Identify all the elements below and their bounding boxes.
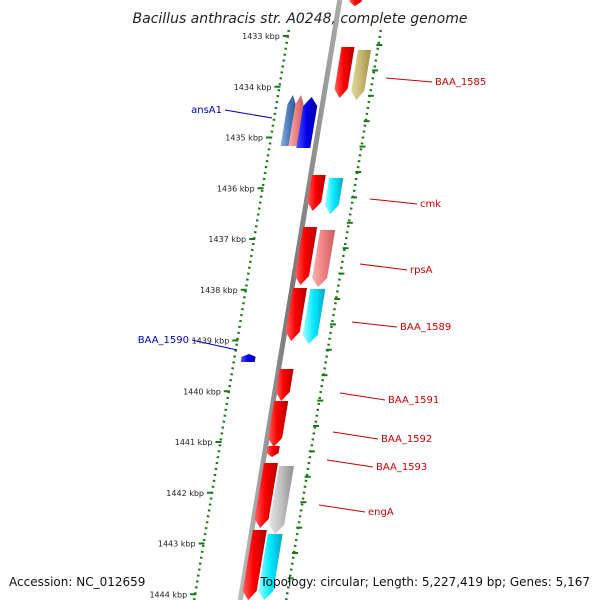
label-leader-line	[332, 431, 379, 440]
feature-arrow	[258, 534, 283, 600]
feature-arrow	[280, 95, 296, 146]
feature-label: BAA_1590	[138, 335, 189, 346]
feature-label: BAA_1593	[376, 462, 427, 473]
feature-label: BAA_1591	[388, 395, 439, 406]
feature-label: BAA_1592	[381, 434, 432, 445]
feature-arrow	[288, 95, 304, 146]
ruler-tick-label: 1434 kbp	[234, 83, 272, 92]
ruler: 1433 kbp 1434 kbp 1435 kbp 1436 kbp 1437 kbp…	[149, 29, 291, 600]
accession-text: Accession: NC_012659	[9, 575, 145, 589]
outer-guide-line	[284, 29, 383, 600]
label-leader-line	[224, 109, 273, 119]
feature-arrow	[240, 354, 256, 362]
ruler-tick-label: 1442 kbp	[166, 489, 204, 498]
feature-arrow	[268, 401, 289, 447]
feature-arrow	[307, 175, 326, 211]
feature-arrow-fragment	[349, 0, 362, 6]
feature-arrow	[254, 463, 278, 528]
feature-arrow	[351, 50, 372, 100]
label-leader-line	[351, 321, 398, 328]
feature-arrow	[294, 227, 318, 285]
ruler-tick-label: 1436 kbp	[217, 184, 255, 193]
label-leader-line	[359, 263, 408, 271]
genome-backbone	[237, 0, 343, 600]
label-leader-line	[318, 504, 366, 513]
ruler-tick-label: 1444 kbp	[149, 590, 187, 599]
ruler-tick-label: 1443 kbp	[158, 540, 196, 549]
feature-arrow	[312, 230, 336, 287]
label-leaders	[191, 77, 433, 513]
feature-track	[240, 0, 372, 600]
label-leader-line	[385, 77, 433, 83]
feature-label: BAA_1589	[400, 322, 451, 333]
feature-arrow	[334, 47, 355, 98]
outer-guide	[284, 29, 383, 600]
feature-label: rpsA	[410, 265, 433, 276]
feature-label: ansA1	[191, 105, 222, 116]
label-leader-line	[191, 339, 238, 351]
feature-arrow	[266, 446, 280, 457]
topology-text: Topology: circular; Length: 5,227,419 bp…	[259, 575, 590, 589]
label-leader-line	[339, 392, 386, 401]
backbone-line	[237, 0, 343, 600]
feature-label: engA	[368, 507, 394, 518]
feature-label: cmk	[420, 199, 441, 210]
ruler-tick-label: 1437 kbp	[208, 235, 246, 244]
feature-arrow	[296, 97, 318, 148]
map-title: Bacillus anthracis str. A0248, complete …	[133, 11, 468, 27]
label-leader-line	[326, 459, 374, 468]
feature-arrow	[242, 530, 267, 600]
feature-arrow	[302, 289, 326, 344]
feature-arrow	[275, 369, 294, 401]
feature-label: BAA_1585	[435, 77, 486, 88]
ruler-tick-label: 1440 kbp	[183, 387, 221, 396]
feature-arrow	[324, 178, 344, 214]
ruler-tick-label: 1438 kbp	[200, 286, 238, 295]
label-leader-line	[369, 198, 418, 205]
ruler-tick-label: 1439 kbp	[192, 337, 230, 346]
feature-arrow	[285, 288, 308, 341]
feature-labels: BAA_1585 ansA1 cmk rpsA BAA_1589 BAA_1590 BAA_…	[138, 77, 487, 518]
ruler-tick-label: 1435 kbp	[225, 134, 263, 143]
ruler-tick-label: 1433 kbp	[242, 32, 280, 41]
feature-arrow	[269, 466, 294, 534]
ruler-tick-label: 1441 kbp	[175, 438, 213, 447]
ruler-guide-line	[192, 29, 291, 600]
